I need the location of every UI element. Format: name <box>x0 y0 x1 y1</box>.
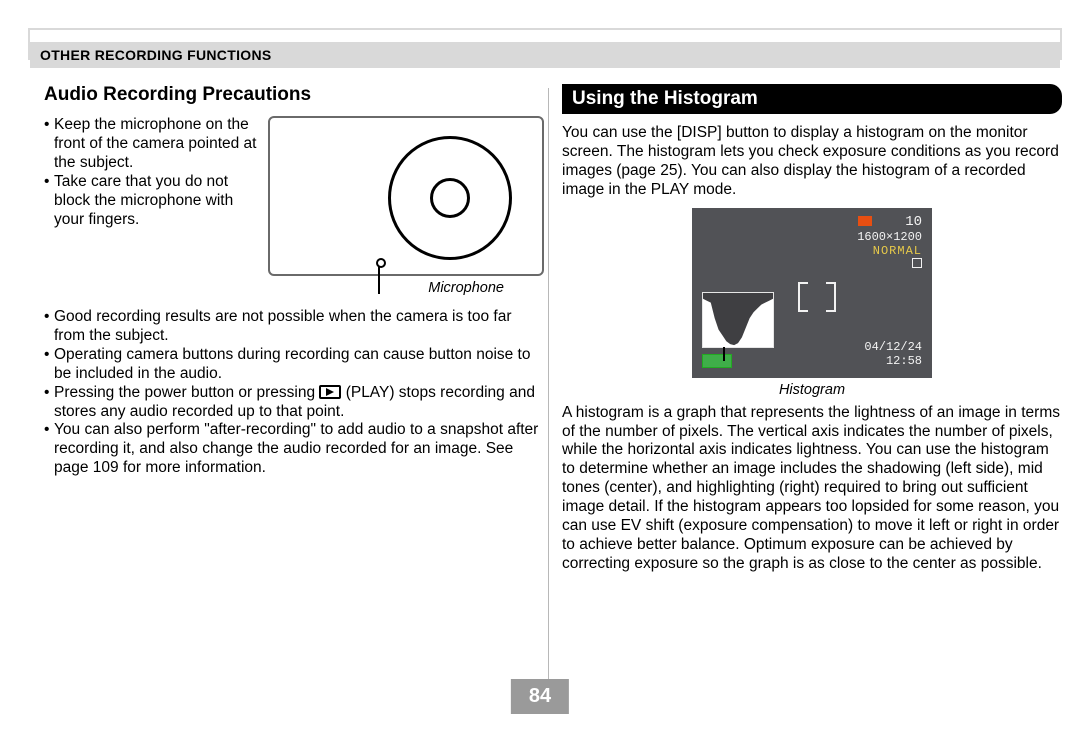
lcd-shots-remaining: 10 <box>905 214 922 230</box>
top-row: Keep the microphone on the front of the … <box>44 116 544 296</box>
play-icon <box>319 385 341 399</box>
histogram-title: Using the Histogram <box>562 84 1062 114</box>
left-column: Audio Recording Precautions Keep the mic… <box>44 84 544 478</box>
histogram-callout-line <box>713 347 749 361</box>
histogram-graph <box>702 292 774 348</box>
audio-precautions-title: Audio Recording Precautions <box>44 84 544 106</box>
camera-body <box>268 116 544 276</box>
histogram-caption: Histogram <box>692 382 932 398</box>
bullet-item: Operating camera buttons during recordin… <box>44 346 544 384</box>
bullet-item: Good recording results are not possible … <box>44 308 544 346</box>
lcd-date: 04/12/24 <box>864 340 922 354</box>
column-divider <box>548 88 549 680</box>
sound-icon <box>912 258 922 268</box>
page-number: 84 <box>511 679 569 714</box>
bullet-item: Take care that you do not block the micr… <box>44 173 260 230</box>
focus-bracket-left-icon <box>798 282 808 312</box>
lcd-screen: 10 1600×1200 NORMAL 04/12/24 12:58 <box>692 208 932 378</box>
lcd-quality: NORMAL <box>873 244 922 258</box>
top-bullets: Keep the microphone on the front of the … <box>44 116 260 296</box>
lens-inner-ring <box>430 178 470 218</box>
lcd-time: 12:58 <box>886 354 922 368</box>
lcd-resolution: 1600×1200 <box>857 230 922 244</box>
right-column: Using the Histogram You can use the [DIS… <box>562 84 1062 574</box>
histogram-intro: You can use the [DISP] button to display… <box>562 124 1062 200</box>
bullet-item: You can also perform "after-recording" t… <box>44 421 544 478</box>
section-header: OTHER RECORDING FUNCTIONS <box>30 42 1060 68</box>
histogram-body: A histogram is a graph that represents t… <box>562 404 1062 574</box>
lcd-figure: 10 1600×1200 NORMAL 04/12/24 12:58 <box>562 208 1062 398</box>
rec-indicator-icon <box>858 216 872 226</box>
camera-illustration: Microphone <box>268 116 544 296</box>
lens-outer-ring <box>388 136 512 260</box>
bullet-text-pre: Pressing the power button or pressing <box>54 384 319 401</box>
focus-bracket-right-icon <box>826 282 836 312</box>
section-header-title: OTHER RECORDING FUNCTIONS <box>40 47 272 63</box>
microphone-caption: Microphone <box>268 280 544 296</box>
bullet-item: Keep the microphone on the front of the … <box>44 116 260 173</box>
manual-page: OTHER RECORDING FUNCTIONS Audio Recordin… <box>0 0 1080 730</box>
bottom-bullets: Good recording results are not possible … <box>44 308 544 478</box>
callout-line <box>378 266 380 294</box>
bullet-item: Pressing the power button or pressing (P… <box>44 384 544 422</box>
